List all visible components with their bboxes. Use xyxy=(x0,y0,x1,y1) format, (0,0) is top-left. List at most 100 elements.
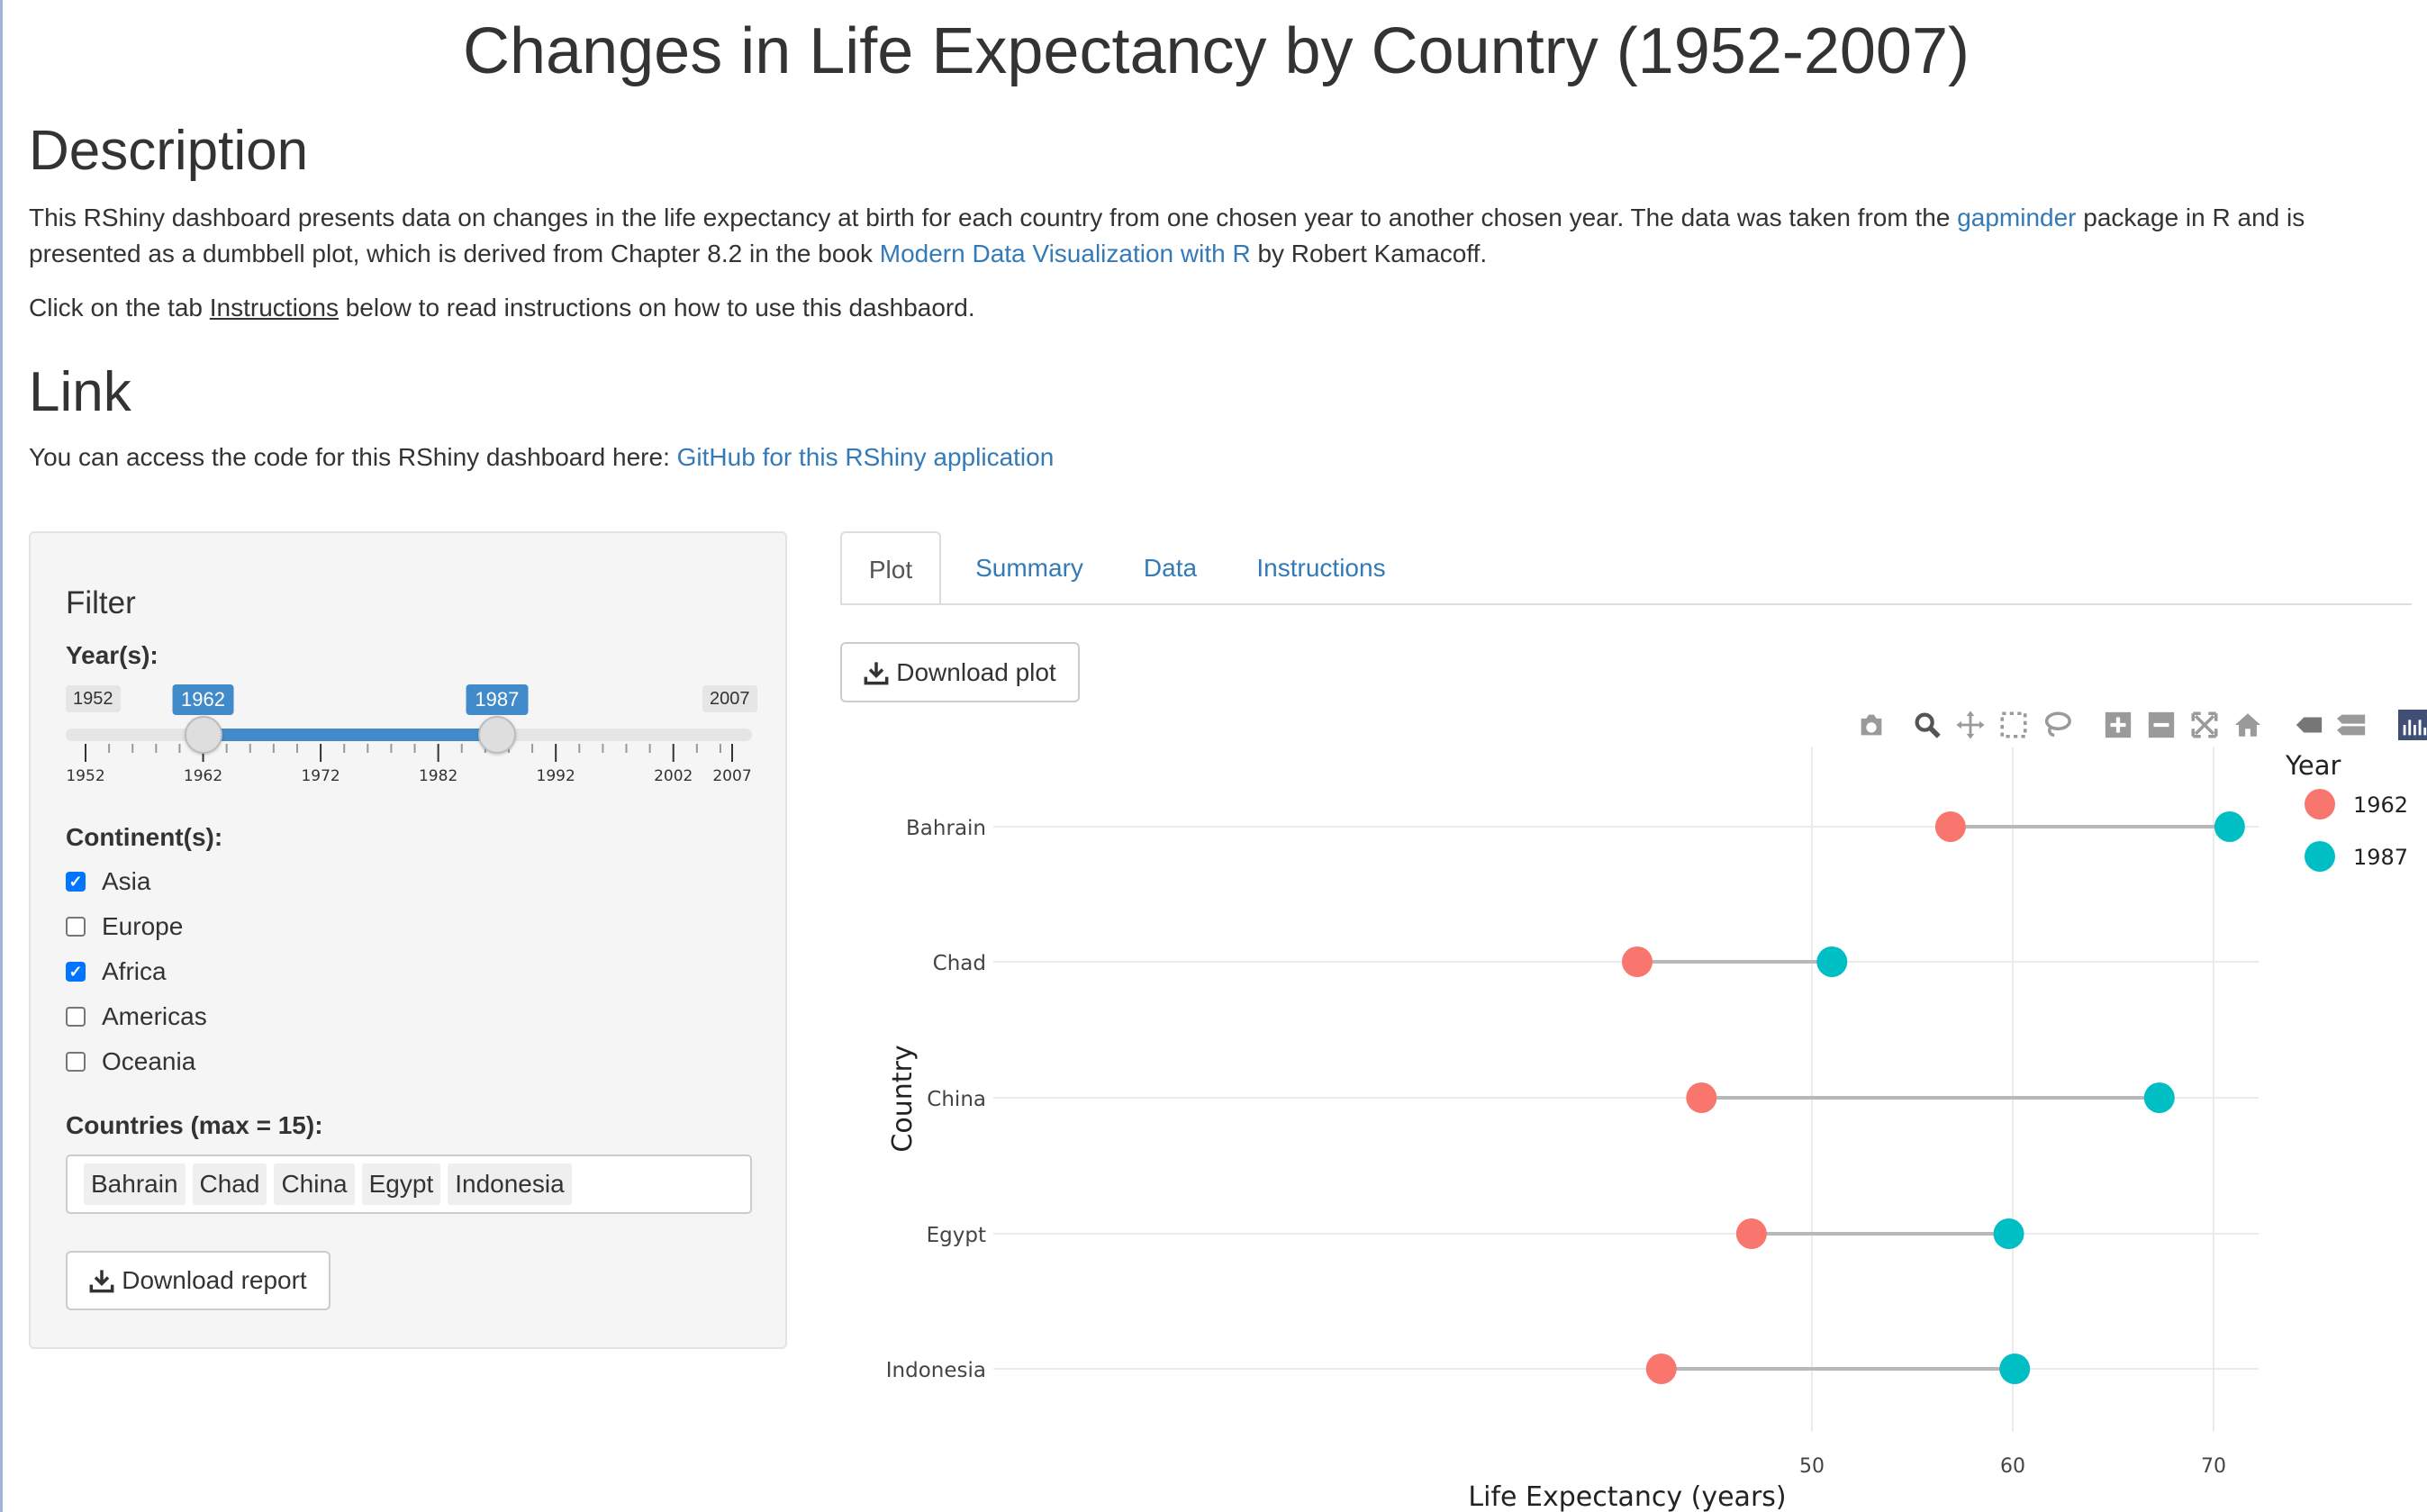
country-chip[interactable]: Bahrain xyxy=(84,1163,186,1205)
y-tick-label: Bahrain xyxy=(906,817,986,840)
checkbox-europe[interactable] xyxy=(66,917,86,937)
point-1987[interactable] xyxy=(1816,946,1848,977)
continent-oceania-option[interactable]: Oceania xyxy=(66,1044,195,1080)
legend: Year 1962 1987 xyxy=(2285,750,2408,872)
country-chip[interactable]: China xyxy=(274,1163,355,1205)
link-heading: Link xyxy=(29,361,131,423)
slider-tick-label: 2002 xyxy=(654,767,693,785)
legend-marker-1962[interactable] xyxy=(2305,789,2335,819)
slider-from-handle[interactable] xyxy=(184,716,222,754)
checkbox-africa[interactable]: ✓ xyxy=(66,962,86,982)
description-heading: Description xyxy=(29,120,309,182)
instructions-underline: Instructions xyxy=(209,294,339,321)
legend-label-1962[interactable]: 1962 xyxy=(2353,792,2408,818)
slider-min-label: 1952 xyxy=(66,685,121,712)
slider-selected-range[interactable] xyxy=(203,729,497,741)
point-1962[interactable] xyxy=(1934,811,1966,842)
x-tick-label: 50 xyxy=(1799,1455,1825,1478)
download-report-label: Download report xyxy=(122,1266,307,1294)
years-label: Year(s): xyxy=(66,641,158,669)
checkbox-oceania[interactable] xyxy=(66,1052,86,1072)
dumbbell-chart[interactable]: 50 60 70 Bahrain Chad China Egypt Indonesia Cou… xyxy=(840,738,2412,1512)
legend-label-1987[interactable]: 1987 xyxy=(2353,845,2408,870)
download-icon xyxy=(864,661,889,684)
box-select-icon[interactable] xyxy=(1998,710,2029,740)
x-tick-label: 70 xyxy=(2201,1455,2226,1478)
camera-icon[interactable] xyxy=(1856,710,1887,740)
continent-africa-option[interactable]: ✓ Africa xyxy=(66,954,167,990)
country-chip[interactable]: Indonesia xyxy=(448,1163,572,1205)
country-chip[interactable]: Chad xyxy=(192,1163,267,1205)
slider-tick-label: 1982 xyxy=(418,767,458,785)
point-1962[interactable] xyxy=(1686,1082,1717,1113)
lasso-icon[interactable] xyxy=(2042,710,2072,740)
label-layer: 50 60 70 Bahrain Chad China Egypt Indonesia xyxy=(886,817,2226,1478)
tab-summary[interactable]: Summary xyxy=(975,554,1083,582)
point-1987[interactable] xyxy=(2143,1082,2175,1113)
slider-tick-label: 1962 xyxy=(183,767,223,785)
gapminder-link[interactable]: gapminder xyxy=(1957,204,2077,231)
point-1962[interactable] xyxy=(1621,946,1653,977)
filter-heading: Filter xyxy=(66,585,136,620)
instructions-hint: Click on the tab Instructions below to r… xyxy=(29,294,975,321)
slider-tick-label: 1952 xyxy=(66,767,105,785)
reset-axes-icon[interactable] xyxy=(2232,710,2263,740)
description-paragraph: This RShiny dashboard presents data on c… xyxy=(29,204,2305,267)
slider-to-label: 1987 xyxy=(466,684,529,715)
hover-compare-icon[interactable] xyxy=(2337,710,2368,740)
checkbox-label: Europe xyxy=(102,912,184,940)
tab-instructions[interactable]: Instructions xyxy=(1256,554,1386,582)
checkbox-label: Oceania xyxy=(102,1047,196,1075)
y-tick-label: Chad xyxy=(933,952,986,975)
slider-to-handle[interactable] xyxy=(477,716,516,754)
legend-title: Year xyxy=(2285,750,2341,781)
checkbox-americas[interactable] xyxy=(66,1007,86,1027)
autoscale-icon[interactable] xyxy=(2189,710,2220,740)
continent-asia-option[interactable]: ✓ Asia xyxy=(66,864,150,900)
plotly-logo-icon[interactable] xyxy=(2398,710,2427,740)
tab-plot[interactable]: Plot xyxy=(840,531,941,605)
continents-label: Continent(s): xyxy=(66,823,223,851)
tab-divider xyxy=(840,603,2412,605)
pan-icon[interactable] xyxy=(1955,710,1986,740)
download-report-button[interactable]: Download report xyxy=(66,1251,331,1310)
download-icon xyxy=(89,1270,114,1293)
point-1987[interactable] xyxy=(2214,811,2245,842)
x-axis-title: Life Expectancy (years) xyxy=(1468,1481,1786,1512)
slider-from-label: 1962 xyxy=(172,684,235,715)
book-link[interactable]: Modern Data Visualization with R xyxy=(879,240,1251,267)
x-tick-label: 60 xyxy=(2000,1455,2025,1478)
tab-data[interactable]: Data xyxy=(1143,554,1198,582)
point-1987[interactable] xyxy=(1993,1218,2024,1249)
country-chip[interactable]: Egypt xyxy=(361,1163,441,1205)
country-multiselect[interactable]: Bahrain Chad China Egypt Indonesia xyxy=(66,1154,752,1214)
y-tick-label: Indonesia xyxy=(886,1359,986,1382)
segment-layer xyxy=(1636,825,2230,1371)
point-1962[interactable] xyxy=(1735,1218,1767,1249)
slider-ticks xyxy=(85,744,733,762)
slider-tick-label: 1992 xyxy=(536,767,575,785)
legend-marker-1987[interactable] xyxy=(2305,841,2335,872)
countries-label: Countries (max = 15): xyxy=(66,1111,323,1139)
y-tick-label: Egypt xyxy=(927,1224,986,1247)
slider-tick-label: 2007 xyxy=(712,767,752,785)
github-link[interactable]: GitHub for this RShiny application xyxy=(676,443,1055,471)
point-1962[interactable] xyxy=(1645,1354,1677,1384)
point-layer xyxy=(1621,811,2245,1384)
checkbox-label: Americas xyxy=(102,1002,207,1030)
continent-americas-option[interactable]: Americas xyxy=(66,999,207,1035)
download-plot-button[interactable]: Download plot xyxy=(840,642,1080,702)
zoom-icon[interactable] xyxy=(1912,710,1943,740)
hover-closest-icon[interactable] xyxy=(2294,710,2324,740)
point-1987[interactable] xyxy=(1999,1354,2031,1384)
y-axis-title: Country xyxy=(887,1045,919,1152)
slider-tick-label: 1972 xyxy=(301,767,340,785)
zoom-out-icon[interactable] xyxy=(2146,710,2177,740)
continent-europe-option[interactable]: Europe xyxy=(66,909,183,945)
download-plot-label: Download plot xyxy=(896,657,1056,686)
slider-max-label: 2007 xyxy=(702,685,757,712)
checkbox-asia[interactable]: ✓ xyxy=(66,872,86,892)
zoom-in-icon[interactable] xyxy=(2103,710,2133,740)
link-paragraph: You can access the code for this RShiny … xyxy=(29,443,1055,471)
checkbox-label: Asia xyxy=(102,867,151,895)
